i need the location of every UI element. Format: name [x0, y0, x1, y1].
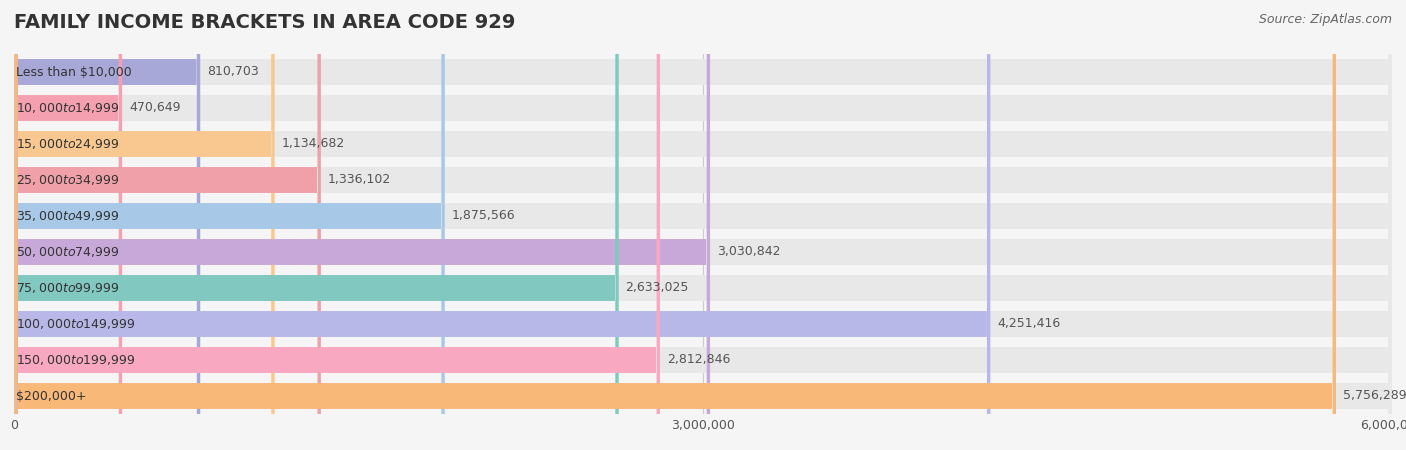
- Text: $15,000 to $24,999: $15,000 to $24,999: [15, 137, 120, 151]
- FancyBboxPatch shape: [14, 0, 990, 450]
- FancyBboxPatch shape: [14, 0, 200, 450]
- FancyBboxPatch shape: [14, 0, 1336, 450]
- Text: FAMILY INCOME BRACKETS IN AREA CODE 929: FAMILY INCOME BRACKETS IN AREA CODE 929: [14, 14, 516, 32]
- Text: 2,633,025: 2,633,025: [626, 282, 689, 294]
- FancyBboxPatch shape: [14, 0, 274, 450]
- Text: 470,649: 470,649: [129, 102, 180, 114]
- Text: 1,875,566: 1,875,566: [451, 210, 515, 222]
- Text: 2,812,846: 2,812,846: [666, 354, 730, 366]
- Text: $25,000 to $34,999: $25,000 to $34,999: [15, 173, 120, 187]
- FancyBboxPatch shape: [14, 0, 321, 450]
- FancyBboxPatch shape: [14, 0, 710, 450]
- Text: Source: ZipAtlas.com: Source: ZipAtlas.com: [1258, 14, 1392, 27]
- Text: $200,000+: $200,000+: [15, 390, 86, 402]
- FancyBboxPatch shape: [14, 0, 1392, 450]
- FancyBboxPatch shape: [14, 0, 122, 450]
- Text: 1,134,682: 1,134,682: [281, 138, 344, 150]
- FancyBboxPatch shape: [14, 0, 1392, 450]
- Text: 810,703: 810,703: [207, 66, 259, 78]
- Text: 4,251,416: 4,251,416: [997, 318, 1060, 330]
- Text: $150,000 to $199,999: $150,000 to $199,999: [15, 353, 135, 367]
- Text: $10,000 to $14,999: $10,000 to $14,999: [15, 101, 120, 115]
- FancyBboxPatch shape: [14, 0, 1392, 450]
- FancyBboxPatch shape: [14, 0, 1392, 450]
- FancyBboxPatch shape: [14, 0, 444, 450]
- Text: 1,336,102: 1,336,102: [328, 174, 391, 186]
- Text: $35,000 to $49,999: $35,000 to $49,999: [15, 209, 120, 223]
- Text: 5,756,289: 5,756,289: [1343, 390, 1406, 402]
- FancyBboxPatch shape: [14, 0, 1392, 450]
- FancyBboxPatch shape: [14, 0, 1392, 450]
- FancyBboxPatch shape: [14, 0, 619, 450]
- FancyBboxPatch shape: [14, 0, 1392, 450]
- Text: $50,000 to $74,999: $50,000 to $74,999: [15, 245, 120, 259]
- Text: $75,000 to $99,999: $75,000 to $99,999: [15, 281, 120, 295]
- Text: Less than $10,000: Less than $10,000: [15, 66, 132, 78]
- FancyBboxPatch shape: [14, 0, 1392, 450]
- FancyBboxPatch shape: [14, 0, 659, 450]
- FancyBboxPatch shape: [14, 0, 1392, 450]
- FancyBboxPatch shape: [14, 0, 1392, 450]
- Text: $100,000 to $149,999: $100,000 to $149,999: [15, 317, 135, 331]
- Text: 3,030,842: 3,030,842: [717, 246, 780, 258]
